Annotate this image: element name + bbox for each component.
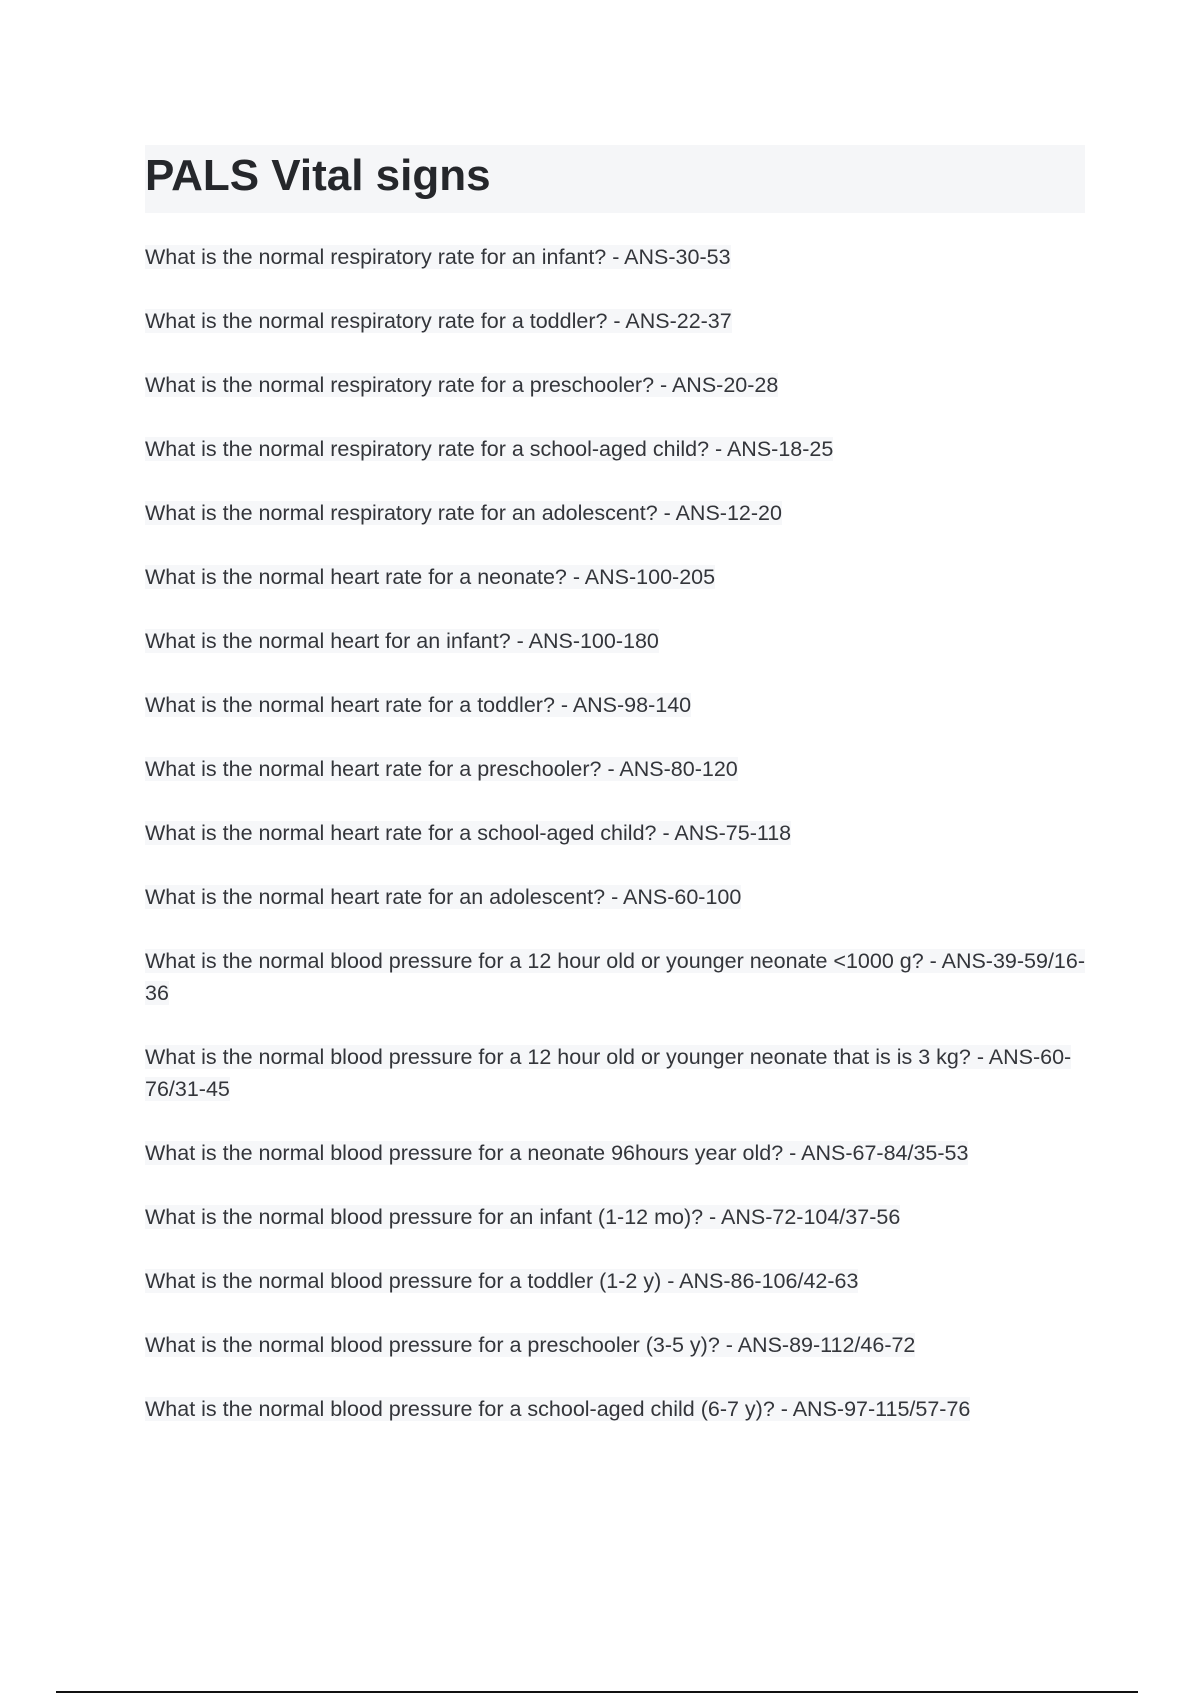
qa-item: What is the normal heart rate for a scho…	[145, 821, 792, 845]
qa-item: What is the normal blood pressure for a …	[145, 1045, 1072, 1101]
qa-item: What is the normal blood pressure for a …	[145, 1141, 969, 1165]
qa-item: What is the normal blood pressure for an…	[145, 1205, 901, 1229]
qa-item: What is the normal respiratory rate for …	[145, 373, 779, 397]
qa-list: What is the normal respiratory rate for …	[145, 241, 1095, 1457]
qa-item: What is the normal heart rate for a pres…	[145, 757, 738, 781]
qa-item: What is the normal heart rate for a neon…	[145, 565, 716, 589]
qa-item: What is the normal respiratory rate for …	[145, 437, 834, 461]
footer-divider	[56, 1691, 1138, 1693]
qa-item: What is the normal heart rate for an ado…	[145, 885, 742, 909]
page-title: PALS Vital signs	[145, 151, 491, 200]
qa-item: What is the normal heart for an infant? …	[145, 629, 659, 653]
qa-item: What is the normal blood pressure for a …	[145, 1397, 971, 1421]
qa-item: What is the normal respiratory rate for …	[145, 501, 782, 525]
title-banner: PALS Vital signs	[145, 145, 1085, 213]
qa-item: What is the normal respiratory rate for …	[145, 245, 731, 269]
qa-item: What is the normal blood pressure for a …	[145, 949, 1086, 1005]
qa-item: What is the normal blood pressure for a …	[145, 1333, 916, 1357]
qa-item: What is the normal respiratory rate for …	[145, 309, 732, 333]
qa-item: What is the normal heart rate for a todd…	[145, 693, 692, 717]
qa-item: What is the normal blood pressure for a …	[145, 1269, 859, 1293]
